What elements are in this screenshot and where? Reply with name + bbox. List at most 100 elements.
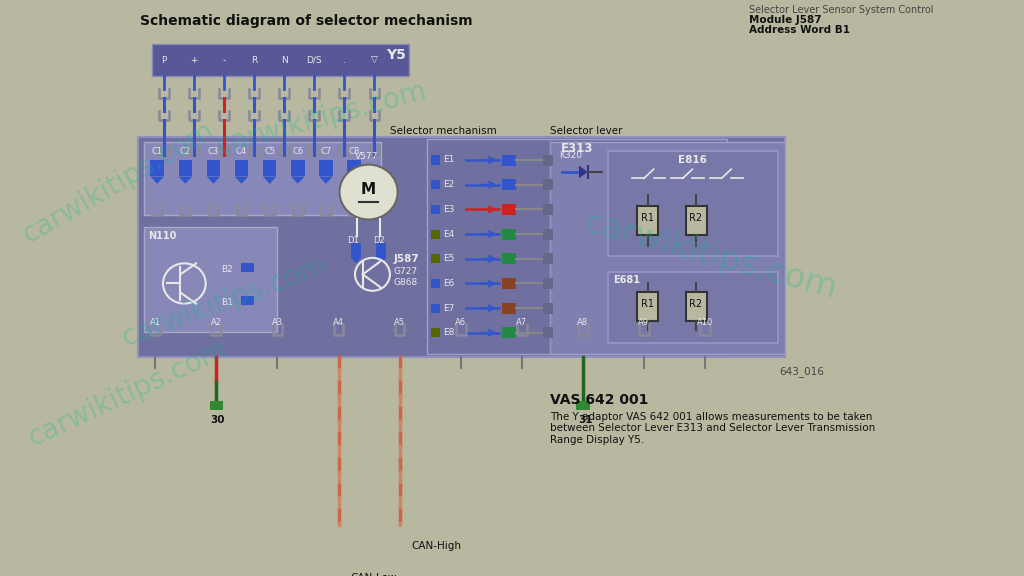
- Circle shape: [340, 165, 397, 219]
- Text: A6: A6: [455, 318, 466, 327]
- Bar: [431, 180, 440, 190]
- Polygon shape: [351, 258, 360, 263]
- Text: E5: E5: [443, 254, 455, 263]
- Text: E313: E313: [561, 142, 593, 155]
- Text: A1: A1: [150, 318, 161, 327]
- Text: N110: N110: [148, 232, 177, 241]
- Bar: [241, 296, 254, 305]
- Polygon shape: [178, 176, 193, 184]
- Text: C3: C3: [208, 147, 219, 156]
- Text: E8: E8: [443, 328, 455, 338]
- Bar: [503, 278, 516, 289]
- Text: Selector lever: Selector lever: [550, 126, 623, 136]
- Polygon shape: [347, 176, 360, 184]
- Text: ▽: ▽: [371, 56, 378, 65]
- Polygon shape: [207, 176, 220, 184]
- Text: R2: R2: [689, 299, 702, 309]
- Bar: [543, 204, 553, 215]
- Text: G868: G868: [394, 278, 418, 287]
- Text: carwikitips.com: carwikitips.com: [119, 252, 332, 352]
- Text: CAN-Low: CAN-Low: [350, 573, 396, 576]
- Bar: [543, 327, 553, 338]
- Text: R: R: [251, 56, 257, 65]
- Bar: [550, 142, 785, 354]
- Polygon shape: [579, 165, 588, 179]
- Text: R2: R2: [689, 213, 702, 223]
- Text: E681: E681: [613, 275, 640, 285]
- Text: R1: R1: [641, 299, 654, 309]
- Text: carwikitips.com: carwikitips.com: [24, 335, 232, 452]
- Text: 31: 31: [578, 415, 593, 425]
- Text: B1: B1: [221, 298, 233, 307]
- Bar: [543, 253, 553, 264]
- Bar: [686, 291, 707, 321]
- Text: C4: C4: [236, 147, 247, 156]
- Text: Address Word B1: Address Word B1: [749, 25, 850, 35]
- Bar: [577, 400, 590, 410]
- Bar: [431, 205, 440, 214]
- Bar: [427, 139, 727, 354]
- Text: Selector Lever Sensor System Control: Selector Lever Sensor System Control: [749, 5, 933, 14]
- Text: M: M: [361, 182, 376, 197]
- Text: carwikitips.com: carwikitips.com: [214, 77, 430, 161]
- Bar: [503, 229, 516, 240]
- Text: E4: E4: [443, 229, 455, 238]
- Bar: [138, 137, 785, 357]
- Text: E1: E1: [443, 156, 455, 165]
- Text: C2: C2: [180, 147, 190, 156]
- Bar: [503, 204, 516, 215]
- Text: K320: K320: [559, 151, 583, 160]
- Text: E816: E816: [678, 154, 707, 165]
- Text: 643_016: 643_016: [779, 366, 824, 377]
- Text: E2: E2: [443, 180, 455, 189]
- Text: C8: C8: [348, 147, 359, 156]
- Bar: [332, 571, 345, 576]
- Bar: [178, 160, 193, 176]
- Text: D/S: D/S: [306, 56, 323, 65]
- Bar: [263, 160, 276, 176]
- Bar: [608, 272, 778, 343]
- Bar: [377, 243, 386, 258]
- Bar: [543, 302, 553, 314]
- Bar: [143, 142, 381, 215]
- Text: +: +: [190, 56, 198, 65]
- Text: J587: J587: [394, 254, 420, 264]
- Bar: [608, 151, 778, 256]
- Bar: [347, 160, 360, 176]
- Text: 30: 30: [211, 415, 225, 425]
- Text: A7: A7: [516, 318, 527, 327]
- Text: VAS 642 001: VAS 642 001: [550, 393, 648, 407]
- Text: carwikitips.com: carwikitips.com: [17, 116, 219, 249]
- Bar: [543, 229, 553, 240]
- Text: C5: C5: [264, 147, 275, 156]
- Text: -: -: [222, 56, 225, 65]
- Text: E6: E6: [443, 279, 455, 288]
- Text: A5: A5: [394, 318, 406, 327]
- Bar: [637, 291, 658, 321]
- Polygon shape: [234, 176, 249, 184]
- Text: carwikitips.com: carwikitips.com: [580, 206, 840, 306]
- Bar: [351, 243, 360, 258]
- Bar: [431, 304, 440, 313]
- Bar: [151, 160, 164, 176]
- Bar: [241, 263, 254, 272]
- Text: Range Display Y5.: Range Display Y5.: [550, 435, 644, 445]
- Bar: [393, 540, 407, 549]
- Text: Schematic diagram of selector mechanism: Schematic diagram of selector mechanism: [139, 14, 472, 28]
- Bar: [234, 160, 249, 176]
- Text: P: P: [162, 56, 167, 65]
- Bar: [207, 160, 220, 176]
- Text: G727: G727: [394, 267, 418, 276]
- Text: CAN-High: CAN-High: [412, 541, 461, 551]
- Text: A8: A8: [578, 318, 589, 327]
- Text: B2: B2: [221, 265, 232, 274]
- Bar: [153, 44, 410, 76]
- Text: A9: A9: [638, 318, 649, 327]
- Text: between Selector Lever E313 and Selector Lever Transmission: between Selector Lever E313 and Selector…: [550, 423, 876, 433]
- Bar: [503, 179, 516, 190]
- Bar: [291, 160, 304, 176]
- Bar: [543, 154, 553, 165]
- Text: E3: E3: [443, 205, 455, 214]
- Polygon shape: [263, 176, 276, 184]
- Text: A4: A4: [333, 318, 344, 327]
